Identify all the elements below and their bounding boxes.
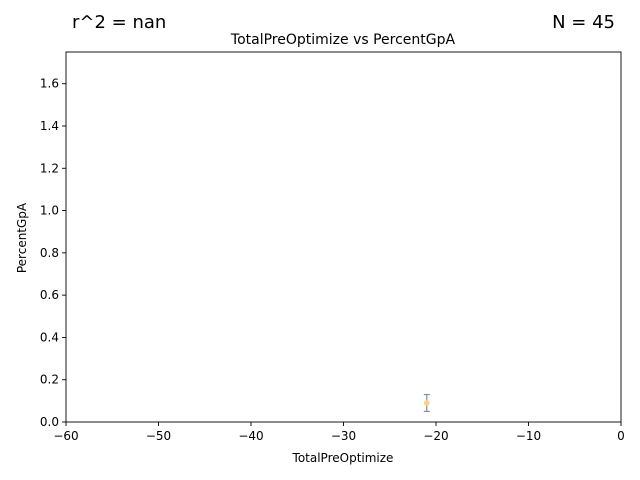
x-axis-label: TotalPreOptimize (292, 451, 394, 465)
x-tick-label: −40 (238, 429, 263, 443)
y-axis-ticks: 0.0 0.2 0.4 0.6 0.8 1.0 1.2 1.4 1.6 (40, 77, 66, 429)
x-axis-ticks: −60 −50 −40 −30 −20 −10 0 (53, 422, 625, 443)
data-marks (423, 393, 430, 413)
r-squared-label: r^2 = nan (72, 12, 167, 33)
x-tick-label: −50 (146, 429, 171, 443)
y-tick-label: 1.0 (40, 204, 59, 218)
y-tick-label: 0.0 (40, 415, 59, 429)
y-tick-label: 0.6 (40, 288, 59, 302)
chart-title: TotalPreOptimize vs PercentGpA (230, 32, 456, 48)
y-tick-label: 1.6 (40, 77, 59, 91)
y-tick-label: 1.2 (40, 161, 59, 175)
x-tick-label: −30 (331, 429, 356, 443)
sample-count-label: N = 45 (552, 12, 615, 33)
plot-area (65, 51, 622, 423)
data-point (423, 399, 430, 406)
y-tick-label: 1.4 (40, 119, 59, 133)
x-tick-label: −20 (423, 429, 448, 443)
y-tick-label: 0.2 (40, 373, 59, 387)
x-tick-label: −10 (516, 429, 541, 443)
y-axis-label: PercentGpA (15, 202, 29, 273)
y-tick-label: 0.4 (40, 330, 59, 344)
plot-frame (65, 51, 622, 423)
x-tick-label: 0 (617, 429, 625, 443)
y-tick-label: 0.8 (40, 246, 59, 260)
x-tick-label: −60 (53, 429, 78, 443)
